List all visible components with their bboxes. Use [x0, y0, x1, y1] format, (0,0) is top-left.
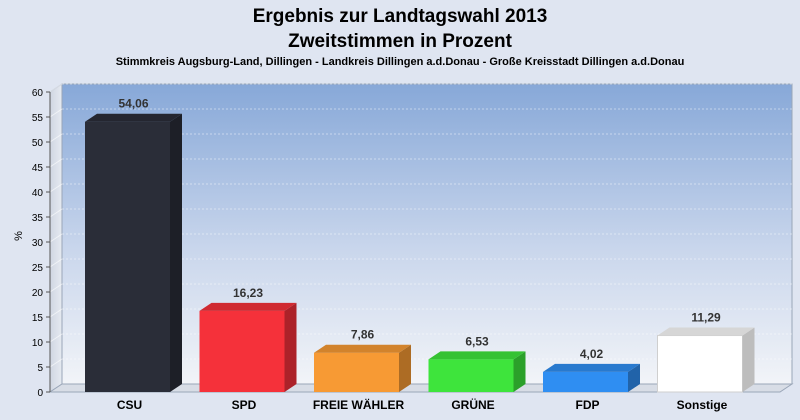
y-axis-label: % — [13, 231, 25, 241]
bar-top-2 — [314, 344, 411, 353]
gridline-wall — [49, 258, 63, 268]
data-label: 54,06 — [118, 97, 148, 111]
data-label: 7,86 — [351, 328, 375, 342]
y-tick-label: 35 — [32, 213, 44, 224]
gridline-wall — [49, 183, 63, 193]
bar-2 — [314, 352, 399, 392]
bar-top-0 — [85, 113, 182, 122]
gridline-wall — [49, 83, 63, 93]
data-label: 11,29 — [691, 311, 721, 325]
bar-side-2 — [399, 344, 411, 392]
bar-side-0 — [170, 113, 182, 392]
x-tick-label: GRÜNE — [451, 397, 494, 412]
bar-top-4 — [543, 363, 640, 372]
y-tick-label: 10 — [32, 338, 44, 349]
chart-subtitle-main: Zweitstimmen in Prozent — [288, 31, 512, 52]
gridline-wall — [49, 283, 63, 293]
gridline-wall — [49, 108, 63, 118]
bar-5 — [657, 335, 743, 393]
gridline-wall — [49, 333, 63, 343]
bar-side-3 — [513, 351, 526, 392]
bar-side-1 — [284, 302, 297, 392]
x-tick-label: SPD — [232, 398, 257, 412]
y-tick-label: 55 — [32, 113, 44, 124]
y-tick-label: 20 — [32, 288, 44, 299]
bar-4 — [543, 371, 628, 392]
bar-1 — [199, 310, 285, 392]
x-tick-label: CSU — [117, 398, 142, 412]
x-tick-label: Sonstige — [677, 398, 728, 412]
y-tick-label: 30 — [32, 238, 44, 249]
chart-title: Ergebnis zur Landtagswahl 2013 — [253, 6, 548, 27]
data-label: 4,02 — [580, 347, 604, 361]
y-tick-label: 60 — [32, 88, 44, 99]
bar-top-5 — [657, 327, 755, 336]
y-tick-label: 45 — [32, 163, 44, 174]
bar-3 — [428, 359, 514, 392]
y-tick-label: 15 — [32, 313, 44, 324]
gridline-wall — [49, 133, 63, 143]
data-label: 16,23 — [233, 286, 263, 300]
gridline-wall — [49, 208, 63, 218]
plot-area: 0 5 10 15 20 25 30 35 40 45 50 55 60 54,06 CSU 16,23 SPD… — [32, 83, 794, 412]
bar-top-3 — [428, 351, 526, 360]
chart-subtitle: Stimmkreis Augsburg-Land, Dillingen - La… — [116, 56, 685, 68]
y-tick-label: 25 — [32, 263, 44, 274]
bar-top-1 — [199, 302, 297, 311]
data-label: 6,53 — [465, 334, 489, 348]
y-tick-label: 40 — [32, 188, 44, 199]
bar-0 — [85, 121, 170, 392]
gridline-wall — [49, 158, 63, 168]
gridline-wall — [49, 308, 63, 318]
y-tick-label: 50 — [32, 138, 44, 149]
x-tick-label: FDP — [576, 398, 600, 412]
gridline-wall — [49, 358, 63, 368]
y-tick-label: 0 — [37, 388, 43, 399]
gridline-wall — [49, 233, 63, 243]
y-tick-label: 5 — [37, 363, 43, 374]
bar-side-5 — [742, 327, 755, 392]
x-tick-label: FREIE WÄHLER — [313, 397, 405, 412]
bar-side-4 — [628, 363, 640, 392]
